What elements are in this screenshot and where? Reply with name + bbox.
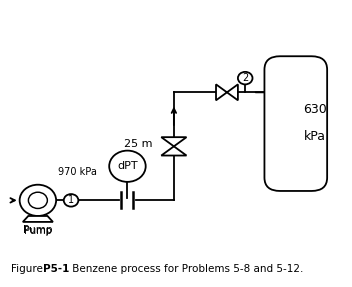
Text: kPa: kPa (304, 130, 326, 143)
Text: 970 kPa: 970 kPa (58, 167, 97, 177)
Text: Pump: Pump (24, 226, 52, 236)
Text: P5-1: P5-1 (43, 264, 69, 274)
Polygon shape (161, 146, 187, 156)
Circle shape (238, 72, 252, 84)
Text: Pump: Pump (23, 225, 53, 235)
Text: 25 m: 25 m (124, 139, 152, 148)
Text: dPT: dPT (117, 161, 138, 171)
Text: 630: 630 (303, 103, 327, 116)
Polygon shape (216, 84, 227, 100)
Text: 2: 2 (242, 73, 248, 83)
Circle shape (109, 151, 146, 182)
Circle shape (64, 194, 78, 207)
Polygon shape (161, 137, 187, 146)
Text: Benzene process for Problems 5-8 and 5-12.: Benzene process for Problems 5-8 and 5-1… (69, 264, 304, 274)
Circle shape (20, 185, 56, 216)
Polygon shape (227, 84, 238, 100)
Polygon shape (23, 216, 53, 222)
Text: 1: 1 (68, 195, 74, 205)
FancyBboxPatch shape (264, 56, 327, 191)
Text: Figure: Figure (11, 264, 46, 274)
